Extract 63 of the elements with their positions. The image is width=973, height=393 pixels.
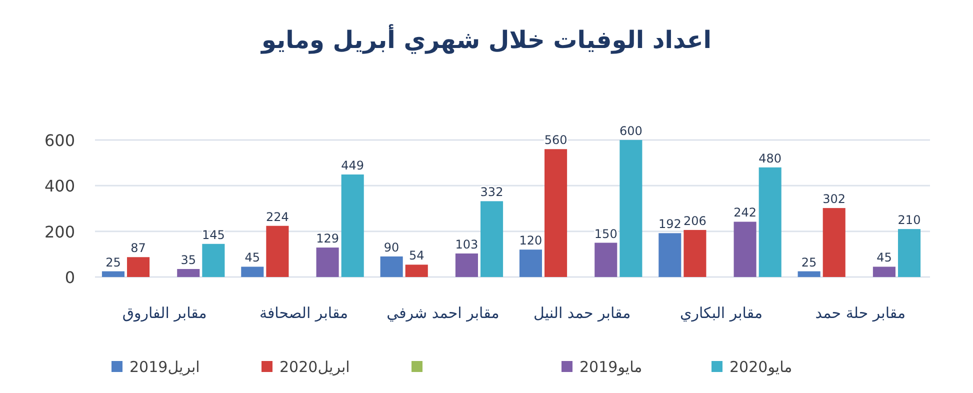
bar (544, 149, 568, 277)
data-label: 45 (244, 250, 260, 265)
x-tick-label: مقابر البكاري (680, 304, 763, 322)
bar (177, 269, 200, 277)
legend-label: مايو2020 (730, 358, 792, 376)
bar (480, 201, 504, 277)
bar (380, 256, 403, 277)
data-label: 600 (619, 124, 642, 138)
data-label: 90 (384, 240, 400, 254)
y-tick-label: 0 (64, 268, 75, 287)
data-label: 129 (316, 232, 339, 246)
data-label: 120 (519, 234, 542, 248)
data-label: 210 (898, 213, 921, 228)
data-label: 206 (683, 214, 706, 228)
data-label: 480 (758, 151, 782, 166)
data-label: 150 (594, 226, 618, 241)
bar (594, 242, 618, 277)
chart-title: اعداد الوفيات خلال شهري أبريل ومايو (260, 24, 712, 54)
bar (898, 229, 921, 277)
bar (822, 208, 846, 277)
bar (266, 226, 289, 277)
bar (658, 233, 682, 277)
bar (102, 271, 125, 277)
data-label: 332 (480, 185, 504, 200)
bar (798, 271, 820, 277)
data-label: 302 (822, 192, 846, 206)
legend-label: ابريل2019 (130, 358, 200, 376)
x-tick-label: مقابر حلة حمد (815, 304, 906, 322)
data-label: 192 (658, 217, 682, 232)
bar (758, 167, 782, 277)
bar (241, 266, 264, 277)
x-tick-label: مقابر احمد شرفي (386, 304, 500, 322)
bar (405, 264, 428, 277)
bar (202, 244, 225, 277)
y-tick-label: 200 (44, 222, 75, 242)
bar (620, 140, 642, 277)
data-label: 103 (455, 237, 478, 252)
bar (872, 266, 896, 277)
data-label: 54 (408, 248, 424, 263)
x-tick-label: مقابر حمد النيل (534, 304, 631, 322)
legend-label: مايو2019 (580, 358, 642, 376)
bar (127, 257, 150, 277)
data-label: 242 (734, 206, 756, 220)
data-label: 25 (106, 255, 121, 270)
data-label: 449 (341, 158, 364, 172)
data-label: 45 (876, 250, 892, 265)
bar (684, 230, 706, 277)
bar (734, 222, 756, 277)
bar (316, 248, 339, 277)
data-label: 224 (266, 210, 289, 224)
bar (519, 250, 542, 277)
data-label: 560 (544, 133, 568, 148)
y-tick-label: 600 (44, 131, 75, 150)
data-label: 145 (202, 228, 225, 242)
bar (455, 253, 478, 277)
data-label: 35 (180, 253, 196, 268)
bar (341, 174, 364, 277)
x-tick-label: مقابر الصحافة (259, 304, 348, 322)
data-label: 87 (130, 241, 146, 256)
data-label: 25 (801, 255, 817, 270)
x-tick-label: مقابر الفاروق (122, 304, 207, 322)
y-tick-label: 400 (44, 176, 75, 196)
legend-label: ابريل2020 (280, 358, 350, 376)
